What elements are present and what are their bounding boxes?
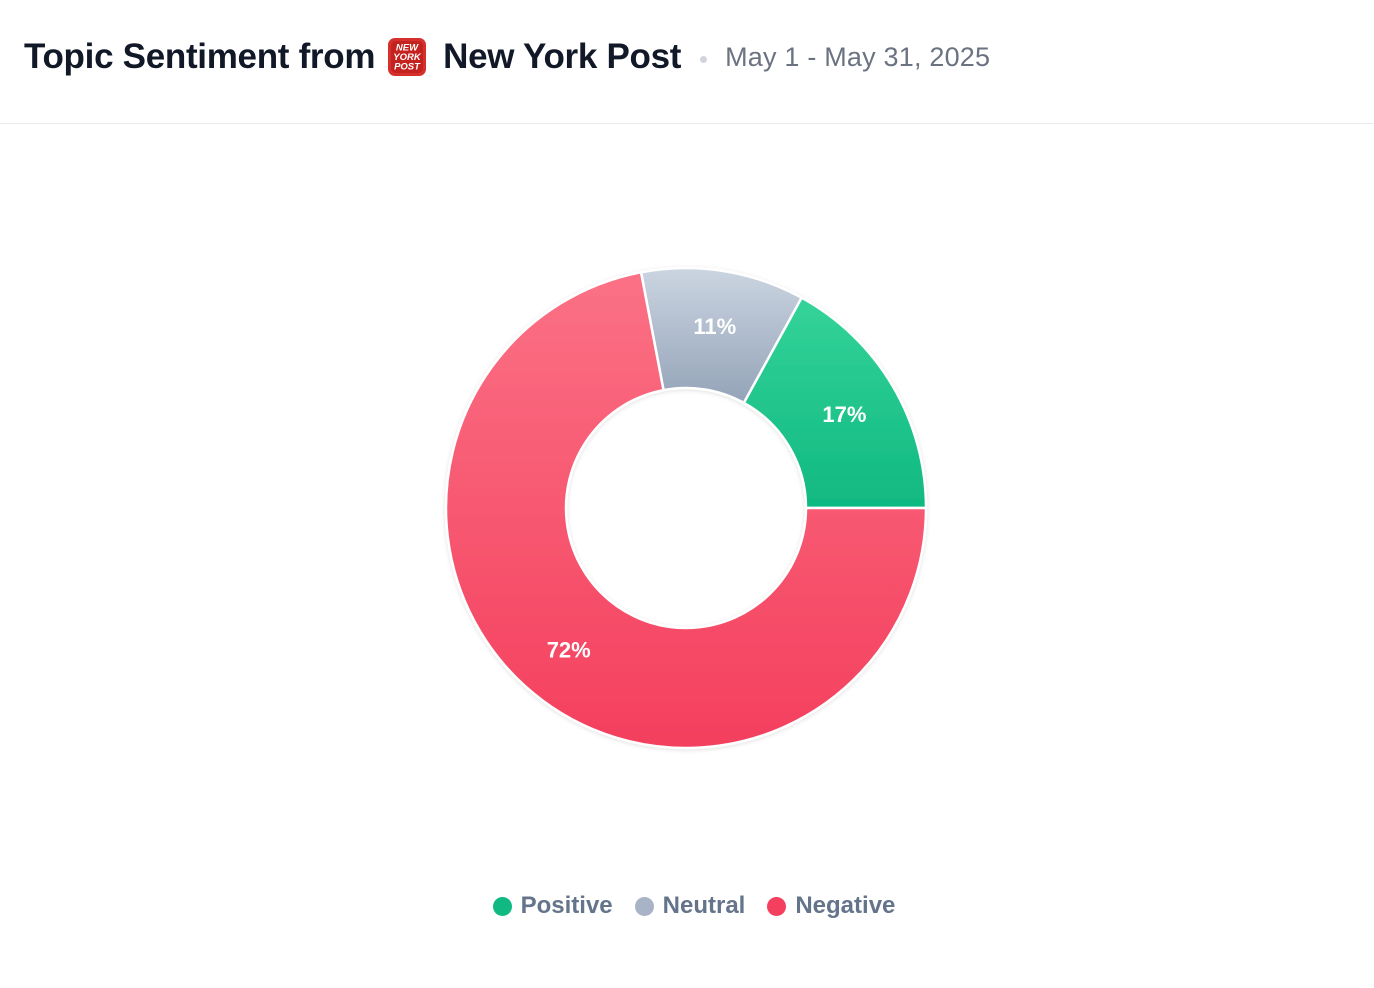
date-range: May 1 - May 31, 2025: [725, 41, 991, 72]
separator-dot: [700, 55, 708, 63]
donut-slices: [444, 266, 928, 750]
donut-chart: 17% 11% 72%: [444, 266, 928, 750]
legend-item-negative[interactable]: Negative: [767, 892, 895, 920]
svg-text:POST: POST: [394, 62, 421, 73]
slice-label-neutral: 11%: [693, 314, 736, 339]
svg-text:NEW: NEW: [396, 43, 419, 54]
title-row: Topic Sentiment from NEW YORK POST New Y…: [24, 33, 990, 81]
legend-item-positive[interactable]: Positive: [492, 892, 613, 920]
legend-label-neutral: Neutral: [662, 892, 746, 919]
slice-label-positive: 17%: [822, 402, 866, 427]
legend-swatch-negative: [767, 896, 787, 916]
legend-label-negative: Negative: [795, 892, 896, 919]
chart-header: Topic Sentiment from NEW YORK POST New Y…: [0, 0, 1374, 124]
source-name: New York Post: [443, 37, 682, 76]
legend-item-neutral[interactable]: Neutral: [634, 892, 746, 920]
legend-label-positive: Positive: [520, 892, 613, 919]
title-prefix: Topic Sentiment from: [24, 37, 376, 76]
svg-text:YORK: YORK: [393, 52, 422, 63]
donut-slice-negative[interactable]: [444, 271, 928, 750]
donut-value-labels: 17% 11% 72%: [547, 314, 867, 663]
chart-legend: Positive Neutral Negative: [0, 892, 1374, 920]
donut-slice-positive[interactable]: [742, 296, 928, 510]
legend-swatch-neutral: [634, 896, 654, 916]
new-york-post-logo-icon: NEW YORK POST: [388, 38, 427, 76]
slice-label-negative: 72%: [547, 637, 591, 662]
legend-swatch-positive: [492, 896, 512, 916]
